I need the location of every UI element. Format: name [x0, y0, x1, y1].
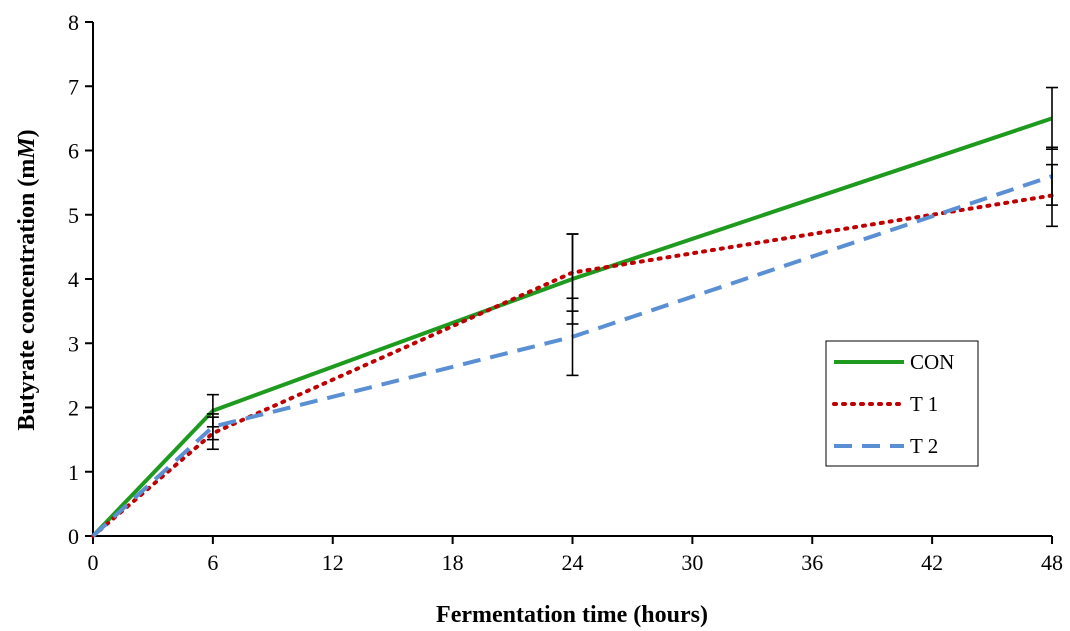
error-bar	[206, 413, 219, 441]
y-tick-label: 1	[68, 460, 79, 485]
x-tick-label: 48	[1041, 550, 1063, 575]
series-line-2	[91, 174, 1053, 538]
y-tick-label: 4	[68, 267, 79, 292]
y-tick-label: 6	[68, 139, 79, 164]
x-tick-label: 12	[322, 550, 344, 575]
x-axis-title: Fermentation time (hours)	[436, 602, 708, 628]
x-tick-label: 6	[207, 550, 218, 575]
y-tick-label: 2	[68, 396, 79, 421]
x-tick-label: 18	[442, 550, 464, 575]
error-bar	[1046, 146, 1058, 206]
x-tick-label: 42	[921, 550, 943, 575]
y-tick-label: 5	[68, 203, 79, 228]
x-axis-ticks: 0 6 12 18 24 30 36 42 48	[88, 536, 1063, 575]
x-tick-label: 30	[681, 550, 703, 575]
series-layer	[91, 116, 1054, 538]
legend-label-2: T 2	[910, 434, 938, 458]
x-tick-label: 36	[801, 550, 823, 575]
y-axis-ticks: 0 1 2 3 4 5 6 7 8	[68, 10, 93, 549]
legend-label-0: CON	[910, 350, 954, 374]
y-tick-label: 3	[68, 331, 79, 356]
y-tick-label: 8	[68, 10, 79, 35]
y-tick-label: 7	[68, 74, 79, 99]
y-axis-title: Butyrate concentration (mM)	[14, 129, 40, 430]
error-bar	[566, 297, 579, 377]
legend: CON T 1 T 2	[825, 340, 979, 467]
y-tick-label: 0	[68, 524, 79, 549]
series-line-1	[91, 193, 1054, 538]
x-tick-label: 24	[562, 550, 584, 575]
series-line-0	[91, 116, 1053, 538]
legend-label-1: T 1	[910, 392, 938, 416]
x-tick-label: 0	[88, 550, 99, 575]
error-bars	[206, 86, 1058, 451]
